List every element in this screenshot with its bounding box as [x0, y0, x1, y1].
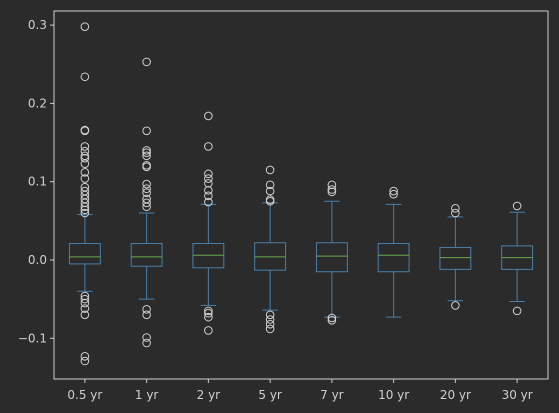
- outlier-point: [204, 174, 213, 183]
- outlier-point: [265, 310, 275, 320]
- outlier-point: [265, 324, 275, 334]
- outlier-point: [265, 315, 275, 324]
- outlier-point: [265, 186, 275, 196]
- outlier-point: [389, 186, 398, 196]
- box-6: [377, 186, 410, 318]
- x-tick-label: 10 yr: [378, 388, 409, 402]
- outlier-point: [80, 167, 90, 177]
- outlier-point: [204, 191, 213, 201]
- y-tick-label: 0.1: [28, 175, 47, 189]
- outlier-point: [204, 308, 213, 318]
- x-tick-label: 20 yr: [440, 388, 471, 402]
- outlier-point: [327, 313, 337, 323]
- box-5: [315, 180, 348, 325]
- outlier-point: [80, 202, 90, 212]
- outlier-point: [80, 208, 90, 218]
- outlier-point: [142, 151, 151, 161]
- outlier-point: [327, 187, 337, 197]
- x-axis: 0.5 yr 1 yr 2 yr 5 yr 7 yr 10 yr 20 yr 30 yr: [67, 379, 533, 402]
- outlier-point: [80, 294, 90, 304]
- outlier-point: [142, 188, 151, 197]
- x-tick-label: 2 yr: [197, 388, 221, 402]
- outlier-point: [80, 205, 90, 215]
- y-tick-label: 0.2: [28, 96, 47, 110]
- outlier-point: [80, 298, 90, 308]
- outlier-point: [327, 185, 337, 194]
- outlier-point: [265, 180, 275, 190]
- iqr-box: [377, 243, 410, 273]
- outlier-point: [451, 208, 460, 218]
- outlier-point: [327, 315, 337, 325]
- y-tick-label: −0.1: [18, 331, 47, 345]
- outlier-point: [204, 326, 213, 335]
- outlier-point: [204, 306, 213, 316]
- outlier-point: [80, 174, 90, 183]
- outlier-point: [204, 197, 213, 207]
- outlier-point: [80, 291, 90, 301]
- iqr-box: [439, 246, 472, 270]
- outlier-point: [389, 189, 398, 199]
- outlier-point: [80, 153, 90, 163]
- outlier-point: [204, 178, 213, 188]
- x-tick-label: 1 yr: [135, 388, 159, 402]
- outlier-point: [80, 356, 90, 366]
- outlier-point: [80, 159, 90, 168]
- outlier-point: [142, 198, 151, 208]
- outlier-point: [204, 111, 213, 121]
- outlier-point: [451, 301, 460, 310]
- outlier-point: [142, 148, 151, 158]
- outlier-point: [265, 196, 275, 206]
- outlier-point: [265, 165, 275, 175]
- box-1: [68, 22, 101, 366]
- plot-frame: [53, 10, 549, 380]
- box-2: [130, 57, 163, 348]
- outlier-point: [142, 310, 151, 320]
- outlier-point: [142, 305, 151, 314]
- outlier-point: [142, 184, 151, 194]
- outlier-point: [142, 126, 151, 136]
- box-3: [192, 111, 225, 335]
- box-4: [254, 165, 287, 334]
- outlier-point: [80, 198, 90, 208]
- outlier-point: [80, 142, 90, 151]
- outlier-point: [142, 179, 151, 189]
- outlier-point: [327, 180, 337, 190]
- y-tick-label: 0.3: [28, 18, 47, 32]
- outlier-point: [204, 312, 213, 322]
- outlier-point: [512, 201, 522, 211]
- outlier-point: [204, 186, 213, 195]
- outlier-point: [80, 22, 90, 31]
- iqr-box: [315, 242, 348, 273]
- outlier-point: [80, 351, 90, 361]
- iqr-box: [130, 243, 163, 267]
- outlier-point: [451, 204, 460, 213]
- outlier-point: [142, 202, 151, 212]
- outlier-point: [204, 169, 213, 179]
- x-tick-label: 0.5 yr: [67, 388, 102, 402]
- iqr-box: [68, 243, 101, 265]
- outlier-point: [265, 319, 275, 329]
- box-7: [439, 204, 472, 310]
- box-series: [68, 22, 534, 366]
- outlier-point: [80, 310, 90, 320]
- outlier-point: [142, 146, 151, 155]
- x-tick-label: 5 yr: [258, 388, 282, 402]
- outlier-point: [204, 142, 213, 151]
- y-tick-label: 0.0: [28, 253, 47, 267]
- outlier-point: [142, 162, 151, 172]
- outlier-point: [142, 333, 151, 342]
- outlier-point: [142, 338, 151, 348]
- y-axis: −0.1 0.0 0.1 0.2 0.3: [18, 18, 54, 345]
- x-tick-label: 30 yr: [502, 388, 533, 402]
- outlier-point: [80, 72, 90, 82]
- box-8: [501, 201, 534, 316]
- outlier-point: [80, 304, 90, 313]
- outlier-point: [512, 306, 522, 316]
- outlier-point: [80, 146, 90, 156]
- x-tick-label: 7 yr: [320, 388, 344, 402]
- outlier-point: [142, 57, 151, 67]
- outlier-point: [80, 126, 90, 136]
